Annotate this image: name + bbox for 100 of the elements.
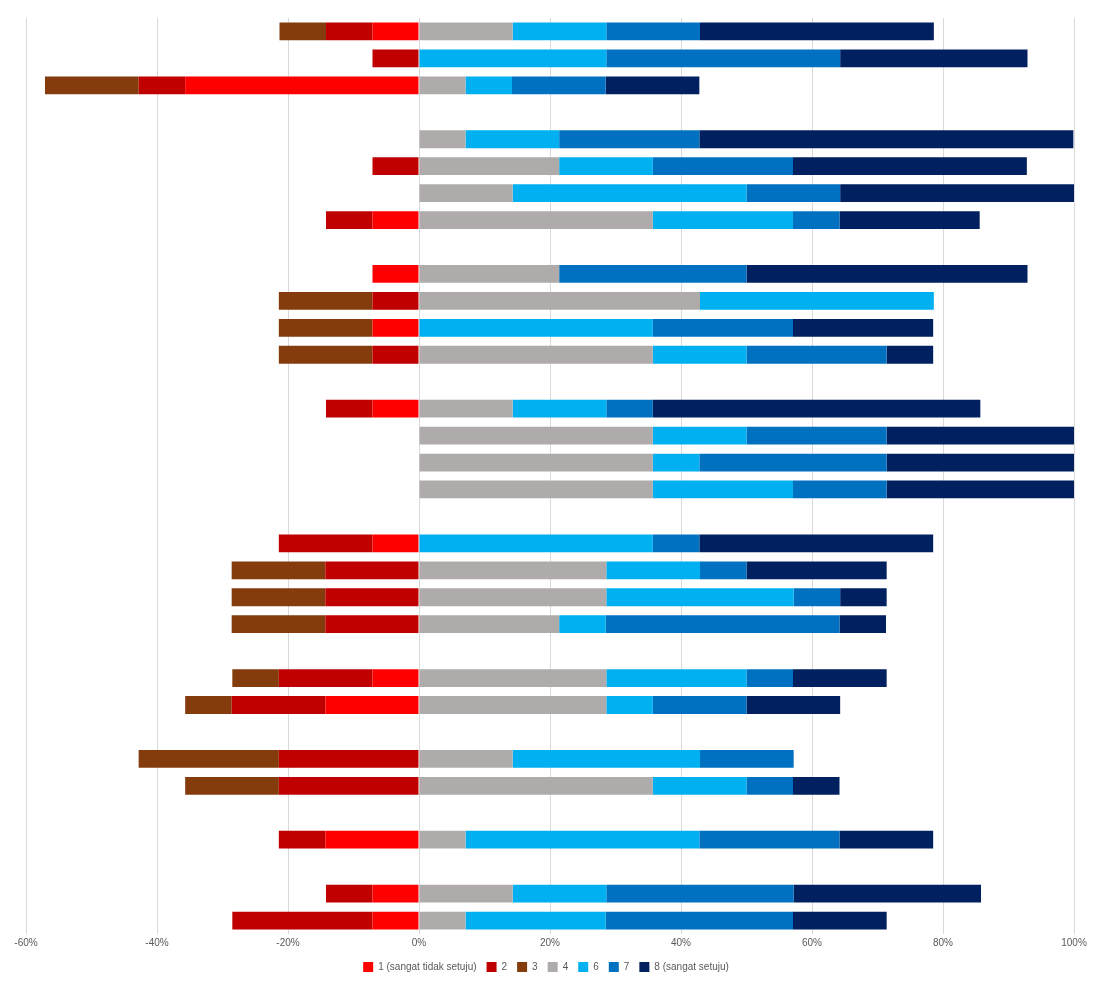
bar <box>325 399 373 418</box>
x-tick-label: 20% <box>539 936 561 948</box>
bar <box>652 426 747 445</box>
legend-label: 8 (sangat setuju) <box>654 960 729 972</box>
bar <box>793 480 887 499</box>
bar <box>372 22 419 41</box>
bar <box>185 76 419 95</box>
bar <box>278 830 326 849</box>
bar <box>419 345 653 364</box>
bar <box>372 211 419 229</box>
bar <box>839 211 980 229</box>
bar <box>372 265 419 283</box>
bar <box>559 615 606 634</box>
bar <box>372 345 419 364</box>
bar <box>232 669 279 687</box>
bar <box>278 669 373 687</box>
bar <box>465 76 513 95</box>
bar <box>559 157 653 176</box>
x-tick-label: -40% <box>145 936 169 948</box>
x-tick-label: -60% <box>14 936 38 948</box>
bar <box>419 76 466 95</box>
bar <box>512 399 607 418</box>
bar <box>419 157 560 176</box>
bar <box>652 345 747 364</box>
bar <box>606 22 700 41</box>
bar <box>652 318 794 337</box>
bar <box>559 130 700 149</box>
bar <box>372 157 419 176</box>
bar <box>605 76 700 95</box>
bar <box>185 776 279 795</box>
bar <box>138 76 186 95</box>
bar <box>372 911 419 930</box>
bar <box>886 345 934 364</box>
bar <box>419 534 653 553</box>
bar <box>419 696 607 714</box>
bar <box>605 615 840 634</box>
bar <box>559 265 747 283</box>
bar <box>138 749 279 768</box>
bar <box>840 184 1074 203</box>
bar <box>419 291 700 310</box>
bar <box>746 265 1028 283</box>
bar <box>839 830 934 849</box>
bar <box>700 291 934 310</box>
bar <box>465 130 560 149</box>
legend-label: 4 <box>562 960 569 972</box>
bar <box>699 534 934 553</box>
bar <box>419 669 607 687</box>
bar <box>793 318 934 337</box>
bar <box>746 669 794 687</box>
bar <box>419 830 466 849</box>
bar <box>278 534 373 553</box>
bar <box>325 696 419 714</box>
bar <box>793 211 840 229</box>
bar <box>793 588 841 607</box>
x-tick-label: 80% <box>932 936 954 948</box>
bar <box>746 426 887 445</box>
bar <box>419 588 607 607</box>
bar <box>419 130 466 149</box>
bar <box>419 776 653 795</box>
bar <box>886 426 1074 445</box>
bar <box>652 776 747 795</box>
bar <box>325 211 373 229</box>
bar <box>419 22 513 41</box>
bar <box>419 318 653 337</box>
bar <box>606 561 700 580</box>
bar <box>652 480 794 499</box>
bar <box>419 615 560 634</box>
bar <box>839 615 887 634</box>
bar <box>606 669 747 687</box>
bar <box>372 291 419 310</box>
x-tick-label: 0% <box>411 936 427 948</box>
bar <box>278 776 419 795</box>
bar <box>512 884 607 903</box>
bar <box>699 830 840 849</box>
bar <box>606 49 841 68</box>
bar <box>279 22 326 41</box>
bar <box>886 453 1074 472</box>
bar <box>793 157 1027 176</box>
bar <box>372 884 419 903</box>
bar <box>325 588 419 607</box>
legend-label: 7 <box>623 960 630 972</box>
bar <box>419 561 607 580</box>
bar <box>232 911 373 930</box>
legend-label: 1 (sangat tidak setuju) <box>378 960 477 972</box>
bar <box>652 534 700 553</box>
bar <box>419 911 466 930</box>
bar <box>840 49 1028 68</box>
bar <box>325 561 419 580</box>
bar <box>419 884 513 903</box>
bar <box>419 265 560 283</box>
bar <box>700 22 934 41</box>
bar <box>606 399 653 418</box>
bar <box>512 76 606 95</box>
bar <box>652 399 981 418</box>
bar <box>652 211 794 229</box>
bar <box>465 830 700 849</box>
bar <box>652 157 794 176</box>
bar <box>699 453 887 472</box>
bar <box>746 696 841 714</box>
bar <box>512 22 607 41</box>
